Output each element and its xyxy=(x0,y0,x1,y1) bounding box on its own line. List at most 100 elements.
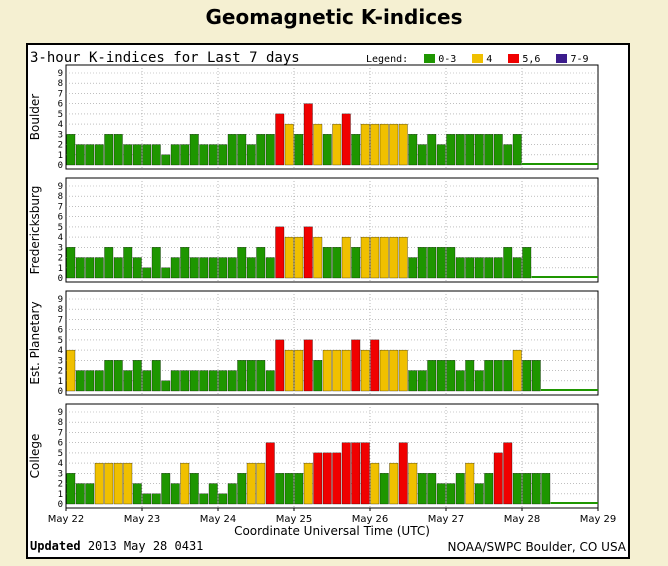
kp-bar xyxy=(474,134,484,166)
kp-bar xyxy=(246,257,256,279)
kp-bar xyxy=(161,473,171,505)
kp-bar xyxy=(512,349,522,392)
kp-bar xyxy=(294,134,304,166)
kp-bar xyxy=(94,144,104,166)
kp-bar xyxy=(484,134,494,166)
kp-bar xyxy=(75,144,85,166)
kp-bar xyxy=(531,473,541,505)
y-tick-label: 3 xyxy=(58,356,63,366)
kp-bar xyxy=(246,462,256,505)
kp-bar xyxy=(465,360,475,392)
updated-stamp: Updated 2013 May 28 0431 xyxy=(30,539,203,553)
y-tick-label: 6 xyxy=(58,439,63,449)
kp-bar xyxy=(455,370,465,392)
kp-bar xyxy=(189,134,199,166)
y-tick-label: 1 xyxy=(58,377,63,387)
kp-bar xyxy=(503,442,513,505)
y-tick-label: 4 xyxy=(58,459,63,469)
kp-bar xyxy=(427,473,437,505)
y-tick-label: 1 xyxy=(58,264,63,274)
kp-bar xyxy=(85,257,95,279)
y-tick-label: 4 xyxy=(58,233,63,243)
y-tick-label: 5 xyxy=(58,449,63,459)
kp-bar xyxy=(398,442,408,505)
kp-bar xyxy=(313,236,323,279)
kp-bar xyxy=(132,257,142,279)
kp-bar xyxy=(180,462,190,505)
kp-bar xyxy=(294,473,304,505)
y-tick-label: 0 xyxy=(58,274,63,284)
kp-bar xyxy=(379,236,389,279)
kp-bar xyxy=(351,442,361,505)
kp-bar xyxy=(493,257,503,279)
kp-bar xyxy=(104,247,114,279)
kp-bar xyxy=(246,144,256,166)
k-index-chart: 0123456789Boulder0123456789Fredericksbur… xyxy=(28,64,616,538)
kp-bar xyxy=(227,134,237,166)
kp-bar xyxy=(66,134,76,166)
kp-bar xyxy=(275,339,285,392)
kp-bar xyxy=(265,370,275,392)
y-tick-label: 9 xyxy=(58,182,63,192)
kp-bar xyxy=(218,493,228,505)
kp-bar xyxy=(436,144,446,166)
kp-bar xyxy=(351,247,361,279)
kp-bar xyxy=(227,257,237,279)
kp-bar xyxy=(256,134,266,166)
y-tick-label: 7 xyxy=(58,202,63,212)
kp-bar xyxy=(503,144,513,166)
kp-bar xyxy=(170,144,180,166)
kp-bar xyxy=(237,360,247,392)
kp-bar xyxy=(474,483,484,505)
kp-bar xyxy=(417,144,427,166)
y-tick-label: 6 xyxy=(58,326,63,336)
kp-bar xyxy=(484,360,494,392)
kp-bar xyxy=(199,257,209,279)
kp-bar xyxy=(341,442,351,505)
kp-bar xyxy=(170,483,180,505)
panel-label: Est. Planetary xyxy=(28,301,42,384)
kp-bar xyxy=(313,452,323,505)
legend: Legend: 0-3 4 5,6 7-9 xyxy=(366,54,589,65)
x-tick-label: May 26 xyxy=(352,514,389,525)
kp-bar xyxy=(379,349,389,392)
kp-bar xyxy=(351,339,361,392)
panel-label: College xyxy=(28,434,42,479)
kp-bar xyxy=(360,123,370,166)
kp-bar xyxy=(493,452,503,505)
kp-bar xyxy=(474,257,484,279)
kp-bar xyxy=(151,247,161,279)
y-tick-label: 2 xyxy=(58,141,63,151)
kp-bar xyxy=(104,462,114,505)
kp-bar xyxy=(123,247,133,279)
y-tick-label: 3 xyxy=(58,243,63,253)
y-tick-label: 5 xyxy=(58,336,63,346)
kp-bar xyxy=(161,267,171,279)
kp-bar xyxy=(303,103,313,166)
kp-bar xyxy=(493,134,503,166)
kp-bar xyxy=(417,370,427,392)
legend-item-7-9: 7-9 xyxy=(556,54,589,65)
y-tick-label: 9 xyxy=(58,295,63,305)
panel-label: Boulder xyxy=(28,94,42,141)
kp-bar xyxy=(218,370,228,392)
y-tick-label: 3 xyxy=(58,130,63,140)
kp-bar xyxy=(522,247,532,279)
kp-bar xyxy=(170,370,180,392)
kp-bar xyxy=(151,144,161,166)
x-tick-label: May 25 xyxy=(276,514,313,525)
kp-bar xyxy=(85,370,95,392)
kp-bar xyxy=(303,226,313,279)
kp-bar xyxy=(446,247,456,279)
kp-bar xyxy=(94,462,104,505)
y-tick-label: 6 xyxy=(58,100,63,110)
kp-bar xyxy=(189,257,199,279)
kp-bar xyxy=(123,144,133,166)
kp-bar xyxy=(408,257,418,279)
kp-bar xyxy=(322,134,332,166)
kp-bar xyxy=(398,123,408,166)
kp-bar xyxy=(332,247,342,279)
kp-bar xyxy=(484,257,494,279)
x-tick-label: May 27 xyxy=(428,514,465,525)
